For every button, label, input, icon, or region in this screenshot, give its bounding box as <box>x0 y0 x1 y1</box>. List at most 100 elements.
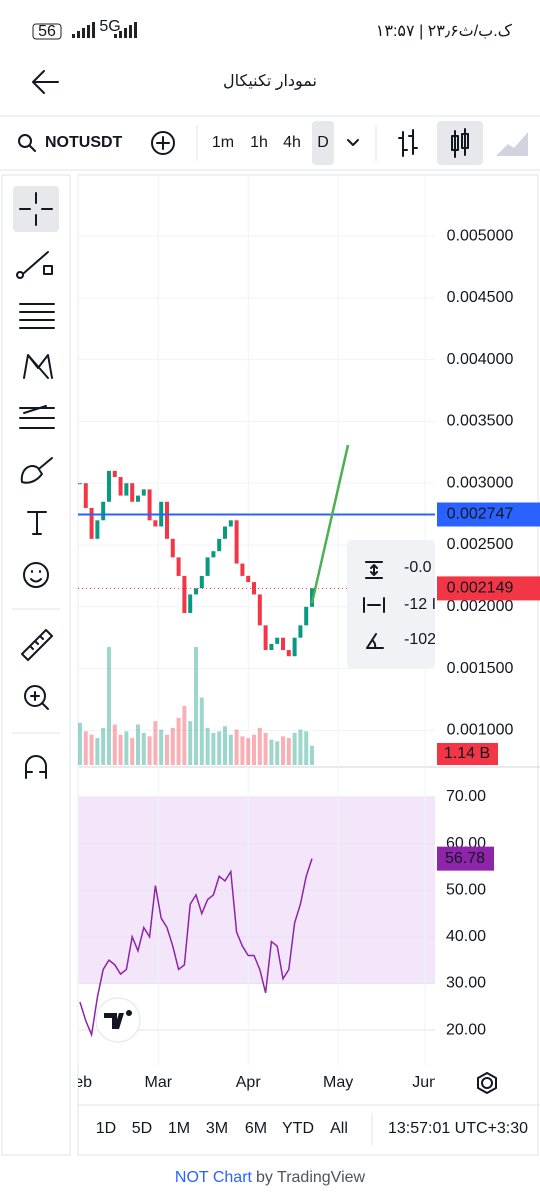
volume-bar <box>269 739 274 765</box>
interval[interactable]: 4h <box>283 134 301 151</box>
candle-body <box>170 538 175 558</box>
candle-body <box>234 520 239 564</box>
candle-body <box>106 470 111 502</box>
candle-body <box>257 594 262 626</box>
brush-tool[interactable] <box>20 457 53 484</box>
candle-body <box>199 575 204 589</box>
volume-bar <box>217 731 222 765</box>
candle-body <box>193 588 198 595</box>
candle-body <box>205 557 210 576</box>
candle-body <box>89 507 94 539</box>
volume-bar <box>159 729 164 765</box>
tv-logo <box>104 1010 132 1029</box>
volume-bar <box>89 734 94 765</box>
y-tick-label: 0.003000 <box>447 474 514 491</box>
network: 5G <box>99 18 120 35</box>
range[interactable]: 1D <box>96 1120 116 1137</box>
trendline-tool[interactable] <box>16 251 53 279</box>
zoom-tool <box>30 691 49 710</box>
emoji-tool <box>30 570 42 583</box>
y-tick-label: 0.005000 <box>447 227 514 244</box>
measure-icon <box>363 597 385 613</box>
volume-bar <box>298 729 303 765</box>
volume-bar <box>101 727 106 765</box>
emoji-tool[interactable] <box>23 562 49 588</box>
volume-bar <box>228 734 233 765</box>
volume-bar <box>182 706 187 765</box>
bars-icon[interactable] <box>398 129 418 157</box>
rsi-tick-label: 40.00 <box>446 928 486 945</box>
volume-bar <box>164 734 169 765</box>
back-button[interactable] <box>32 70 59 94</box>
prediction-tool[interactable] <box>19 405 55 429</box>
interval-menu[interactable] <box>347 139 359 146</box>
range[interactable]: 5D <box>132 1120 152 1137</box>
interval[interactable]: D <box>317 134 329 151</box>
add-compare[interactable] <box>151 131 175 155</box>
candle-body <box>101 501 106 521</box>
fib-tool[interactable] <box>19 303 55 329</box>
interval-active <box>312 121 334 165</box>
volume-bar <box>240 736 245 765</box>
rsi-label: 56.78 <box>445 850 485 867</box>
candle-body <box>298 625 303 638</box>
crosshair-tool[interactable] <box>19 192 53 226</box>
candle-body <box>269 643 274 651</box>
candle-body <box>164 501 169 539</box>
range[interactable]: YTD <box>282 1120 314 1137</box>
rsi-tick-label: 50.00 <box>446 881 486 898</box>
ruler-tool[interactable] <box>21 629 53 661</box>
candle-body <box>217 538 222 552</box>
candle-body <box>118 477 123 496</box>
volume-bar <box>292 732 297 765</box>
volume-bar <box>153 721 158 765</box>
interval[interactable]: 1h <box>250 134 268 151</box>
interval[interactable]: 1m <box>212 134 234 151</box>
volume-label: 1.14 B <box>444 745 490 762</box>
measure-icon <box>366 633 384 649</box>
volume-bar <box>286 738 291 765</box>
candle-body <box>124 483 129 496</box>
range[interactable]: 1M <box>168 1120 190 1137</box>
footer-brand[interactable]: NOT Chart <box>175 1169 253 1186</box>
magnet-tool[interactable] <box>25 755 47 779</box>
candle-body <box>263 625 268 651</box>
range[interactable]: All <box>330 1120 348 1137</box>
text-tool[interactable] <box>27 511 47 535</box>
settings[interactable] <box>481 1077 493 1089</box>
clock: 13:57:01 UTC+3:30 <box>388 1120 528 1137</box>
rsi-tick-label: 30.00 <box>446 975 486 992</box>
candles-active[interactable] <box>437 121 483 165</box>
x-tick-label: Jun <box>412 1074 438 1091</box>
candles-icon <box>461 133 469 149</box>
candle-body <box>135 495 140 502</box>
candle-body <box>182 575 187 613</box>
symbol[interactable]: NOTUSDT <box>45 134 123 151</box>
volume-bar <box>211 732 216 765</box>
pattern-tool[interactable] <box>23 354 53 379</box>
volume-bar <box>176 717 181 765</box>
volume-bar <box>130 738 135 765</box>
y-tick-label: 0.001000 <box>447 722 514 739</box>
candle-body <box>77 483 82 485</box>
x-tick-label: Apr <box>236 1074 262 1091</box>
x-tick-label: Feb <box>64 1074 92 1091</box>
candle-body <box>130 483 135 502</box>
range[interactable]: 3M <box>206 1120 228 1137</box>
x-axis: Feb Mar Apr May Jun <box>64 1074 438 1091</box>
add-compare <box>156 136 170 150</box>
candle-body <box>176 557 181 576</box>
y-tick-label: 0.004500 <box>447 289 514 306</box>
search-icon[interactable] <box>18 134 32 148</box>
level-badge <box>437 502 540 527</box>
drawn-trendline[interactable] <box>310 444 350 604</box>
volume-bar <box>199 697 204 765</box>
volume-bar <box>106 647 111 765</box>
volume-bar <box>95 738 100 765</box>
range[interactable]: 6M <box>245 1120 267 1137</box>
zoom-tool[interactable] <box>24 685 46 707</box>
candle-body <box>83 483 88 508</box>
candle-body <box>153 520 158 527</box>
area-icon[interactable] <box>496 132 528 156</box>
